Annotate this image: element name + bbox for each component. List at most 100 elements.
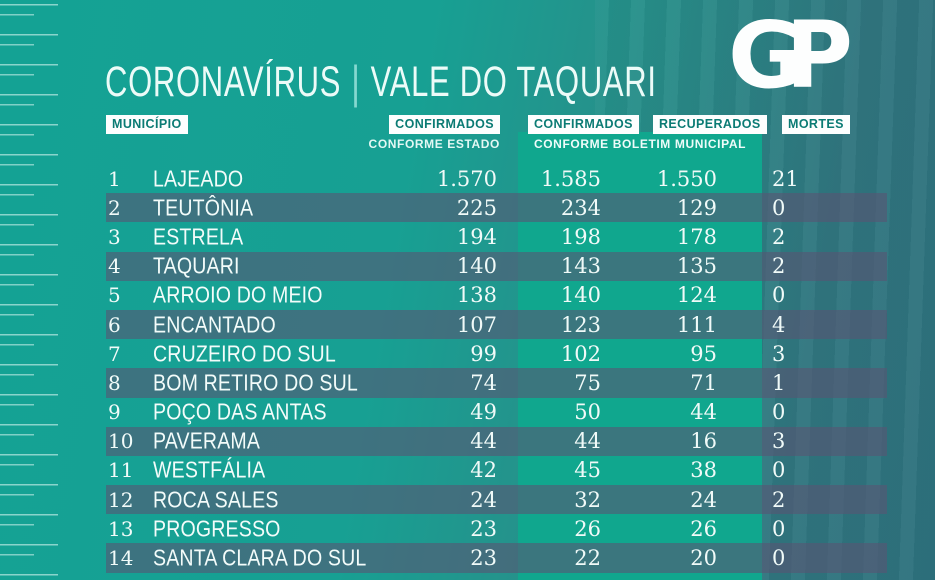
header-confirmados-estado: CONFIRMADOS bbox=[389, 115, 500, 134]
confirmados-estado-cell: 140 bbox=[456, 254, 497, 279]
mortes-cell: 4 bbox=[772, 312, 786, 337]
confirmados-boletim-cell: 1.585 bbox=[540, 166, 601, 191]
page-title: CORONAVÍRUS | VALE DO TAQUARI bbox=[105, 53, 657, 108]
confirmados-estado-cell: 42 bbox=[470, 458, 497, 483]
confirmados-estado-cell: 138 bbox=[456, 283, 497, 308]
table-row: 6 ENCANTADO 107 123 111 4 bbox=[0, 309, 935, 340]
municipality-cell: CRUZEIRO DO SUL bbox=[153, 340, 336, 367]
municipality-cell: ROCA SALES bbox=[153, 486, 279, 513]
recuperados-cell: 38 bbox=[690, 458, 717, 483]
mortes-cell: 2 bbox=[772, 487, 786, 512]
rank-cell: 7 bbox=[108, 341, 121, 366]
recuperados-cell: 129 bbox=[676, 195, 717, 220]
mortes-cell: 0 bbox=[772, 546, 786, 571]
table-row: 3 ESTRELA 194 198 178 2 bbox=[0, 222, 935, 251]
recuperados-cell: 44 bbox=[690, 400, 717, 425]
mortes-cell: 0 bbox=[772, 195, 786, 220]
confirmados-estado-cell: 194 bbox=[456, 224, 497, 249]
municipality-cell: WESTFÁLIA bbox=[153, 456, 266, 483]
confirmados-estado-cell: 107 bbox=[456, 312, 497, 337]
rank-cell: 14 bbox=[108, 546, 134, 571]
confirmados-boletim-cell: 44 bbox=[574, 429, 601, 454]
table-row: 14 SANTA CLARA DO SUL 23 22 20 0 bbox=[0, 543, 935, 573]
rank-cell: 11 bbox=[108, 458, 134, 483]
subheader-conforme-boletim-municipal: CONFORME BOLETIM MUNICIPAL bbox=[533, 137, 747, 151]
rank-cell: 2 bbox=[108, 195, 121, 220]
municipality-cell: TAQUARI bbox=[153, 252, 240, 279]
mortes-cell: 0 bbox=[772, 458, 786, 483]
left-ruler-lines-short bbox=[0, 0, 34, 580]
recuperados-cell: 95 bbox=[690, 341, 717, 366]
title-coronavirus: CORONAVÍRUS bbox=[105, 58, 342, 106]
subheader-conforme-estado: CONFORME ESTADO bbox=[368, 137, 500, 151]
municipality-cell: ARROIO DO MEIO bbox=[153, 281, 323, 308]
rank-cell: 8 bbox=[108, 370, 121, 395]
table-row: 2 TEUTÔNIA 225 234 129 0 bbox=[0, 193, 935, 223]
confirmados-boletim-cell: 102 bbox=[560, 341, 601, 366]
confirmados-boletim-cell: 50 bbox=[574, 400, 601, 425]
confirmados-estado-cell: 99 bbox=[470, 341, 497, 366]
rank-cell: 10 bbox=[108, 429, 134, 454]
mortes-cell: 0 bbox=[772, 283, 786, 308]
table-body: 1 LAJEADO 1.570 1.585 1.550 21 2 TEUTÔNI… bbox=[0, 164, 935, 573]
title-region: VALE DO TAQUARI bbox=[370, 58, 657, 106]
mortes-cell: 2 bbox=[772, 254, 786, 279]
mortes-cell: 0 bbox=[772, 516, 786, 541]
rank-cell: 6 bbox=[108, 312, 121, 337]
confirmados-boletim-cell: 26 bbox=[574, 516, 601, 541]
confirmados-estado-cell: 225 bbox=[456, 195, 497, 220]
municipality-cell: SANTA CLARA DO SUL bbox=[153, 544, 367, 571]
confirmados-estado-cell: 23 bbox=[470, 546, 497, 571]
confirmados-estado-cell: 44 bbox=[470, 429, 497, 454]
table-row: 13 PROGRESSO 23 26 26 0 bbox=[0, 514, 935, 543]
confirmados-estado-cell: 24 bbox=[470, 487, 497, 512]
confirmados-boletim-cell: 123 bbox=[560, 312, 601, 337]
recuperados-cell: 16 bbox=[690, 429, 717, 454]
header-confirmados-boletim: CONFIRMADOS bbox=[528, 115, 639, 134]
recuperados-cell: 71 bbox=[690, 370, 717, 395]
rank-cell: 9 bbox=[108, 400, 121, 425]
recuperados-cell: 124 bbox=[676, 283, 717, 308]
confirmados-estado-cell: 1.570 bbox=[436, 166, 497, 191]
confirmados-estado-cell: 23 bbox=[470, 516, 497, 541]
table-row: 4 TAQUARI 140 143 135 2 bbox=[0, 251, 935, 281]
confirmados-boletim-cell: 32 bbox=[574, 487, 601, 512]
header-recuperados: RECUPERADOS bbox=[653, 115, 767, 134]
confirmados-boletim-cell: 45 bbox=[574, 458, 601, 483]
recuperados-cell: 111 bbox=[676, 312, 717, 337]
confirmados-boletim-cell: 234 bbox=[560, 195, 601, 220]
rank-cell: 1 bbox=[108, 166, 121, 191]
mortes-cell: 3 bbox=[772, 341, 786, 366]
mortes-cell: 2 bbox=[772, 224, 786, 249]
municipality-cell: BOM RETIRO DO SUL bbox=[153, 369, 358, 396]
mortes-cell: 21 bbox=[772, 166, 799, 191]
municipality-cell: PAVERAMA bbox=[153, 427, 261, 454]
confirmados-estado-cell: 49 bbox=[470, 400, 497, 425]
confirmados-boletim-cell: 143 bbox=[560, 254, 601, 279]
gp-logo: GP bbox=[728, 2, 853, 109]
header-mortes: MORTES bbox=[782, 115, 850, 134]
recuperados-cell: 178 bbox=[676, 224, 717, 249]
rank-cell: 13 bbox=[108, 516, 134, 541]
recuperados-cell: 1.550 bbox=[656, 166, 717, 191]
rank-cell: 3 bbox=[108, 224, 121, 249]
recuperados-cell: 20 bbox=[690, 546, 717, 571]
mortes-cell: 0 bbox=[772, 400, 786, 425]
municipality-cell: PROGRESSO bbox=[153, 515, 281, 542]
table-row: 1 LAJEADO 1.570 1.585 1.550 21 bbox=[0, 164, 935, 193]
rank-cell: 12 bbox=[108, 487, 134, 512]
confirmados-boletim-cell: 22 bbox=[574, 546, 601, 571]
mortes-cell: 1 bbox=[772, 370, 786, 395]
recuperados-cell: 135 bbox=[676, 254, 717, 279]
municipality-cell: POÇO DAS ANTAS bbox=[153, 398, 327, 425]
table-row: 12 ROCA SALES 24 32 24 2 bbox=[0, 485, 935, 515]
municipality-cell: TEUTÔNIA bbox=[153, 194, 254, 221]
table-row: 5 ARROIO DO MEIO 138 140 124 0 bbox=[0, 281, 935, 310]
table-row: 9 POÇO DAS ANTAS 49 50 44 0 bbox=[0, 398, 935, 427]
mortes-cell: 3 bbox=[772, 429, 786, 454]
recuperados-cell: 24 bbox=[690, 487, 717, 512]
rank-cell: 5 bbox=[108, 283, 121, 308]
confirmados-estado-cell: 74 bbox=[470, 370, 497, 395]
recuperados-cell: 26 bbox=[690, 516, 717, 541]
